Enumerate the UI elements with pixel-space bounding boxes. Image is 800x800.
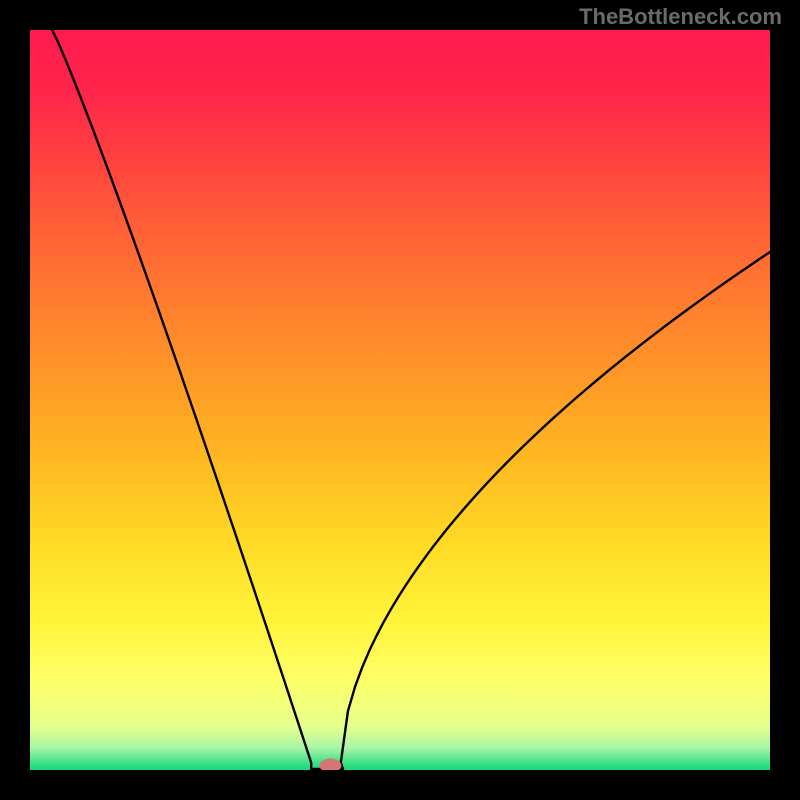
plot-background <box>30 30 770 770</box>
chart-outer: TheBottleneck.com <box>0 0 800 800</box>
bottleneck-chart <box>30 30 770 770</box>
watermark-text: TheBottleneck.com <box>579 4 782 30</box>
